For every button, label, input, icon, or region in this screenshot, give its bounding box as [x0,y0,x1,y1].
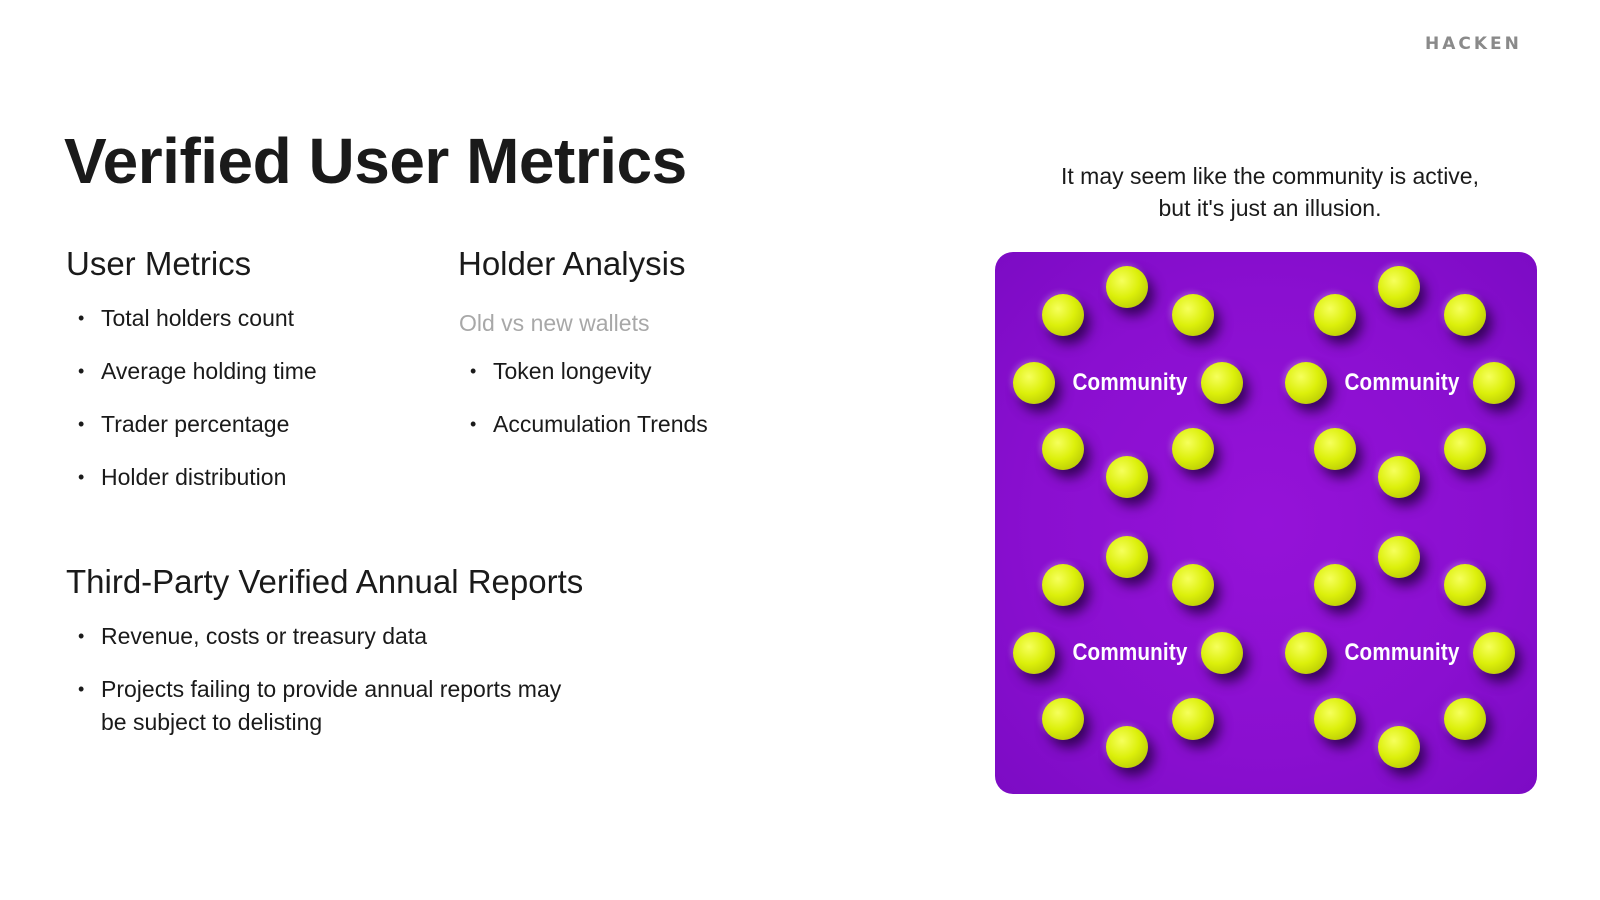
ball-decoration [1285,632,1327,674]
list-item: Trader percentage [66,408,426,441]
ball-decoration [1285,362,1327,404]
ball-decoration [1013,362,1055,404]
hacken-logo: HACKEN [1425,34,1522,54]
ball-decoration [1201,632,1243,674]
list-item: Projects failing to provide annual repor… [66,673,586,739]
annual-reports-list: Revenue, costs or treasury data Projects… [66,620,586,759]
ball-decoration [1172,698,1214,740]
holder-analysis-heading: Holder Analysis [458,245,686,282]
ball-decoration [1378,536,1420,578]
list-item: Accumulation Trends [458,408,838,441]
ball-decoration [1106,536,1148,578]
community-cluster: Community [995,522,1265,792]
list-item: Token longevity [458,355,838,388]
illusion-caption: It may seem like the community is active… [1010,160,1530,224]
ball-decoration [1378,726,1420,768]
community-cluster: Community [1267,522,1537,792]
ball-decoration [1172,294,1214,336]
ball-decoration [1314,698,1356,740]
community-label: Community [1344,639,1460,666]
ball-decoration [1172,428,1214,470]
community-label: Community [1344,369,1460,396]
ball-decoration [1314,564,1356,606]
list-item: Average holding time [66,355,426,388]
ball-decoration [1444,428,1486,470]
holder-analysis-list: Token longevity Accumulation Trends [458,355,838,461]
list-item: Holder distribution [66,461,426,494]
ball-decoration [1444,294,1486,336]
ball-decoration [1106,456,1148,498]
ball-decoration [1314,428,1356,470]
list-item: Total holders count [66,302,426,335]
ball-decoration [1444,564,1486,606]
user-metrics-list: Total holders count Average holding time… [66,302,426,514]
ball-decoration [1042,294,1084,336]
holder-analysis-subheading: Old vs new wallets [459,310,650,336]
illusion-image: Community Community Community Community [995,252,1537,794]
ball-decoration [1042,428,1084,470]
ball-decoration [1473,362,1515,404]
ball-decoration [1444,698,1486,740]
annual-reports-heading: Third-Party Verified Annual Reports [66,563,584,600]
community-cluster: Community [1267,252,1537,522]
ball-decoration [1106,266,1148,308]
ball-decoration [1013,632,1055,674]
ball-decoration [1106,726,1148,768]
ball-decoration [1314,294,1356,336]
community-label: Community [1072,639,1188,666]
page-title: Verified User Metrics [64,125,687,197]
list-item: Revenue, costs or treasury data [66,620,586,653]
caption-line-1: It may seem like the community is active… [1061,163,1479,189]
ball-decoration [1042,564,1084,606]
community-label: Community [1072,369,1188,396]
ball-decoration [1042,698,1084,740]
ball-decoration [1378,456,1420,498]
ball-decoration [1473,632,1515,674]
ball-decoration [1201,362,1243,404]
ball-decoration [1172,564,1214,606]
ball-decoration [1378,266,1420,308]
user-metrics-heading: User Metrics [66,245,252,282]
caption-line-2: but it's just an illusion. [1158,195,1382,221]
community-cluster: Community [995,252,1265,522]
